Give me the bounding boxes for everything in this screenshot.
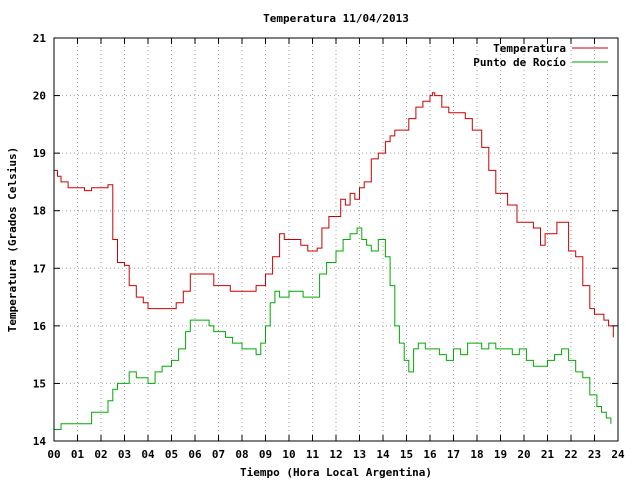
y-tick-label: 16 — [33, 320, 47, 333]
y-tick-label: 19 — [33, 147, 46, 160]
y-tick-label: 15 — [33, 377, 46, 390]
y-tick-label: 17 — [33, 262, 46, 275]
y-tick-label: 20 — [33, 90, 46, 103]
y-tick-label: 14 — [33, 435, 47, 448]
series-line-punto-de-rocio — [54, 227, 612, 430]
x-tick-label: 17 — [447, 448, 460, 461]
x-tick-labels: 00 01 02 03 04 05 06 07 08 09 10 11 12 13 14 15 16 17 18 19… — [47, 448, 625, 461]
x-tick-label: 00 — [47, 448, 60, 461]
x-tick-label: 18 — [470, 448, 483, 461]
x-tick-label: 22 — [564, 448, 577, 461]
series-lines — [54, 92, 614, 430]
x-tick-label: 21 — [541, 448, 555, 461]
x-tick-label: 24 — [611, 448, 625, 461]
x-tick-label: 23 — [588, 448, 601, 461]
x-tick-label: 15 — [400, 448, 413, 461]
y-tick-labels: 14 15 16 17 18 19 20 21 — [33, 32, 47, 448]
x-tick-label: 11 — [306, 448, 320, 461]
x-tick-label: 03 — [118, 448, 131, 461]
x-tick-label: 01 — [71, 448, 85, 461]
y-tick-label: 18 — [33, 205, 46, 218]
x-tick-label: 08 — [235, 448, 248, 461]
legend-label-punto-de-rocio: Punto de Rocío — [473, 56, 566, 69]
x-tick-label: 04 — [141, 448, 155, 461]
x-tick-label: 05 — [165, 448, 178, 461]
x-tick-label: 19 — [494, 448, 507, 461]
series-line-temperatura — [54, 92, 614, 338]
x-axis-label: Tiempo (Hora Local Argentina) — [240, 466, 432, 479]
x-tick-label: 02 — [94, 448, 107, 461]
x-tick-label: 09 — [259, 448, 272, 461]
chart-title: Temperatura 11/04/2013 — [263, 12, 409, 25]
x-tick-label: 10 — [282, 448, 295, 461]
x-tick-label: 20 — [517, 448, 530, 461]
x-tick-label: 16 — [423, 448, 437, 461]
y-axis-label: Temperatura (Grados Celsius) — [6, 147, 19, 332]
legend-label-temperatura: Temperatura — [493, 42, 566, 55]
y-tick-label: 21 — [33, 32, 47, 45]
axis-ticks — [53, 37, 619, 442]
x-tick-label: 07 — [212, 448, 225, 461]
x-tick-label: 14 — [376, 448, 390, 461]
x-tick-label: 13 — [353, 448, 366, 461]
legend: Temperatura Punto de Rocío — [473, 42, 608, 69]
x-tick-label: 12 — [329, 448, 342, 461]
x-tick-label: 06 — [188, 448, 202, 461]
